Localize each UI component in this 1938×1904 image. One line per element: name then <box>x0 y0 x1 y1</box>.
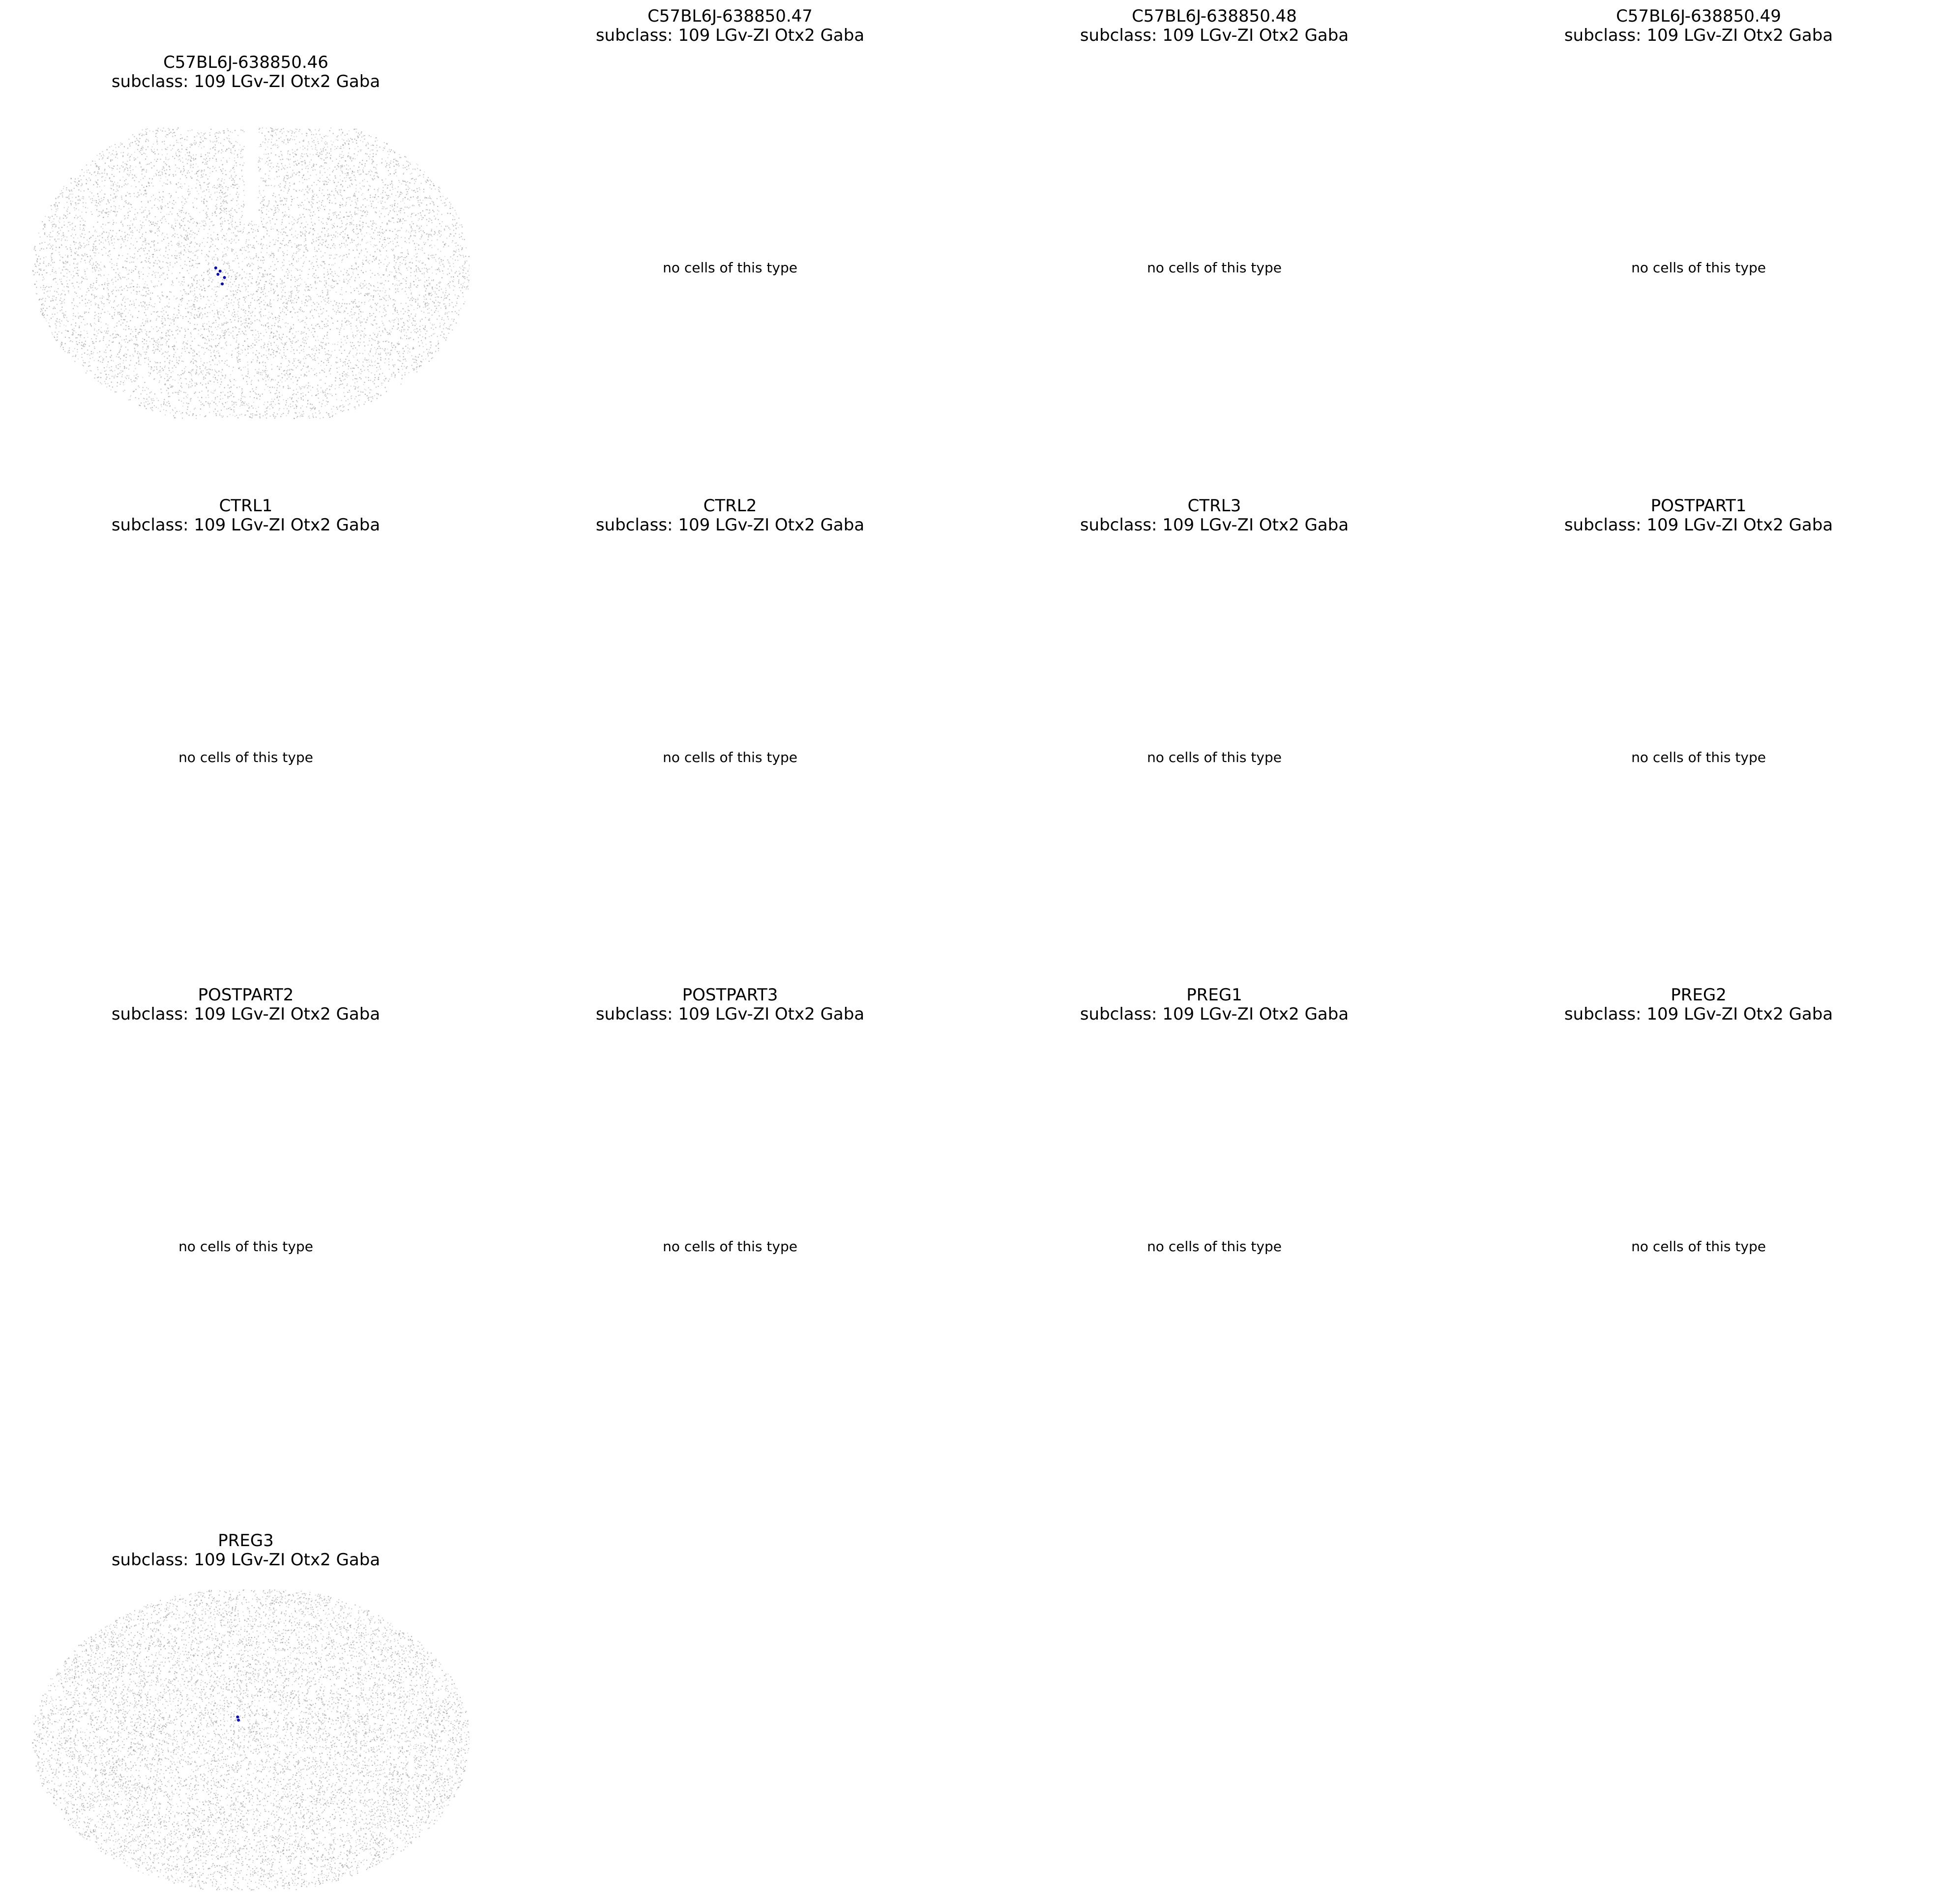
highlighted-cell <box>214 266 217 269</box>
subclass-label: subclass: 109 LGv-ZI Otx2 Gaba <box>487 516 973 535</box>
subclass-label: subclass: 109 LGv-ZI Otx2 Gaba <box>2 72 489 91</box>
subclass-label: subclass: 109 LGv-ZI Otx2 Gaba <box>971 1005 1458 1024</box>
subclass-label: subclass: 109 LGv-ZI Otx2 Gaba <box>487 1005 973 1024</box>
no-cells-message: no cells of this type <box>1455 260 1938 276</box>
spatial-scatter <box>32 127 470 419</box>
spatial-scatter <box>32 1589 470 1891</box>
background-cells <box>32 1589 470 1891</box>
sample-name: C57BL6J-638850.49 <box>1455 7 1938 26</box>
panel-title: PREG2 subclass: 109 LGv-ZI Otx2 Gaba <box>1455 986 1938 1024</box>
no-cells-message: no cells of this type <box>1455 1238 1938 1255</box>
highlighted-cell <box>237 1719 240 1722</box>
sample-name: POSTPART2 <box>2 986 489 1005</box>
panel-ctrl3: CTRL3 subclass: 109 LGv-ZI Otx2 Gaba no ce… <box>971 0 1458 1904</box>
panel-title: CTRL3 subclass: 109 LGv-ZI Otx2 Gaba <box>971 497 1458 535</box>
no-cells-message: no cells of this type <box>2 1238 489 1255</box>
panel-title: C57BL6J-638850.47 subclass: 109 LGv-ZI Ot… <box>487 7 973 45</box>
sample-name: C57BL6J-638850.48 <box>971 7 1458 26</box>
no-cells-message: no cells of this type <box>487 1238 973 1255</box>
no-cells-message: no cells of this type <box>971 749 1458 766</box>
subclass-label: subclass: 109 LGv-ZI Otx2 Gaba <box>1455 516 1938 535</box>
highlighted-cells <box>236 1715 240 1722</box>
no-cells-message: no cells of this type <box>487 260 973 276</box>
panel-title: CTRL1 subclass: 109 LGv-ZI Otx2 Gaba <box>2 497 489 535</box>
panel-postpart1: POSTPART1 subclass: 109 LGv-ZI Otx2 Gaba n… <box>1455 0 1938 1904</box>
sample-name: C57BL6J-638850.47 <box>487 7 973 26</box>
no-cells-message: no cells of this type <box>971 260 1458 276</box>
no-cells-message: no cells of this type <box>487 749 973 766</box>
panel-title: CTRL2 subclass: 109 LGv-ZI Otx2 Gaba <box>487 497 973 535</box>
subclass-label: subclass: 109 LGv-ZI Otx2 Gaba <box>1455 26 1938 45</box>
sample-name: CTRL3 <box>971 497 1458 516</box>
panel-c57bl6j-638850.47: C57BL6J-638850.47 subclass: 109 LGv-ZI Ot… <box>487 0 973 1904</box>
sample-name: PREG1 <box>971 986 1458 1005</box>
panel-title: POSTPART3 subclass: 109 LGv-ZI Otx2 Gaba <box>487 986 973 1024</box>
highlighted-cell <box>221 282 224 286</box>
panel-preg3: PREG3 subclass: 109 LGv-ZI Otx2 Gaba <box>2 0 489 1904</box>
highlighted-cell <box>216 273 220 276</box>
sample-name: CTRL2 <box>487 497 973 516</box>
panel-c57bl6j-638850.48: C57BL6J-638850.48 subclass: 109 LGv-ZI Ot… <box>971 0 1458 1904</box>
highlighted-cell <box>236 1715 239 1719</box>
panel-postpart2: POSTPART2 subclass: 109 LGv-ZI Otx2 Gaba n… <box>2 0 489 1904</box>
subclass-label: subclass: 109 LGv-ZI Otx2 Gaba <box>2 516 489 535</box>
no-cells-message: no cells of this type <box>971 1238 1458 1255</box>
sample-name: PREG2 <box>1455 986 1938 1005</box>
subclass-label: subclass: 109 LGv-ZI Otx2 Gaba <box>487 26 973 45</box>
panel-title: C57BL6J-638850.48 subclass: 109 LGv-ZI Ot… <box>971 7 1458 45</box>
sample-name: CTRL1 <box>2 497 489 516</box>
sample-name: C57BL6J-638850.46 <box>2 53 489 72</box>
panel-c57bl6j-638850.46: C57BL6J-638850.46 subclass: 109 LGv-ZI Ot… <box>2 0 489 1904</box>
panel-title: POSTPART1 subclass: 109 LGv-ZI Otx2 Gaba <box>1455 497 1938 535</box>
highlighted-cell <box>218 269 222 273</box>
highlighted-cell <box>223 276 226 279</box>
background-cells <box>32 127 470 419</box>
panel-title: PREG1 subclass: 109 LGv-ZI Otx2 Gaba <box>971 986 1458 1024</box>
panel-title: PREG3 subclass: 109 LGv-ZI Otx2 Gaba <box>2 1531 489 1570</box>
panel-ctrl2: CTRL2 subclass: 109 LGv-ZI Otx2 Gaba no ce… <box>487 0 973 1904</box>
panel-title: C57BL6J-638850.49 subclass: 109 LGv-ZI Ot… <box>1455 7 1938 45</box>
subclass-label: subclass: 109 LGv-ZI Otx2 Gaba <box>2 1551 489 1570</box>
sample-name: POSTPART3 <box>487 986 973 1005</box>
panel-ctrl1: CTRL1 subclass: 109 LGv-ZI Otx2 Gaba no ce… <box>2 0 489 1904</box>
highlighted-cells <box>214 266 226 286</box>
sample-name: POSTPART1 <box>1455 497 1938 516</box>
panel-title: C57BL6J-638850.46 subclass: 109 LGv-ZI Ot… <box>2 53 489 91</box>
subclass-label: subclass: 109 LGv-ZI Otx2 Gaba <box>971 516 1458 535</box>
sample-name: PREG3 <box>2 1531 489 1551</box>
no-cells-message: no cells of this type <box>2 749 489 766</box>
no-cells-message: no cells of this type <box>1455 749 1938 766</box>
subclass-label: subclass: 109 LGv-ZI Otx2 Gaba <box>971 26 1458 45</box>
panel-postpart3: POSTPART3 subclass: 109 LGv-ZI Otx2 Gaba n… <box>487 0 973 1904</box>
subclass-label: subclass: 109 LGv-ZI Otx2 Gaba <box>1455 1005 1938 1024</box>
panel-c57bl6j-638850.49: C57BL6J-638850.49 subclass: 109 LGv-ZI Ot… <box>1455 0 1938 1904</box>
panel-title: POSTPART2 subclass: 109 LGv-ZI Otx2 Gaba <box>2 986 489 1024</box>
subclass-label: subclass: 109 LGv-ZI Otx2 Gaba <box>2 1005 489 1024</box>
panel-preg1: PREG1 subclass: 109 LGv-ZI Otx2 Gaba no ce… <box>971 0 1458 1904</box>
panel-preg2: PREG2 subclass: 109 LGv-ZI Otx2 Gaba no ce… <box>1455 0 1938 1904</box>
